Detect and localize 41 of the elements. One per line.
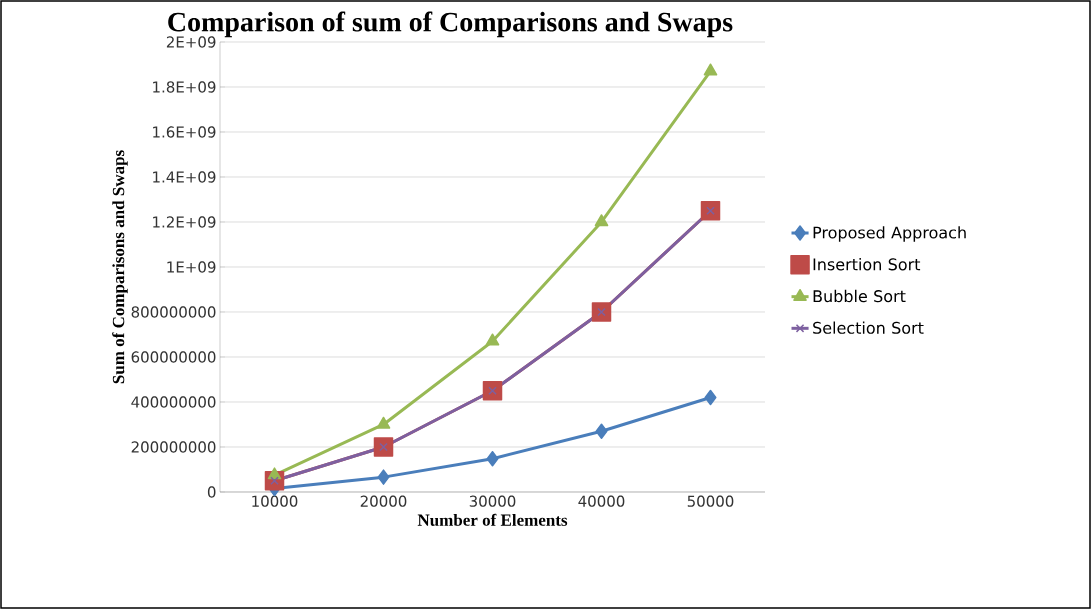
point: [706, 206, 715, 216]
x-tick-label: 10000: [252, 495, 298, 507]
x-axis-title: Number of Elements: [417, 513, 568, 526]
y-tick-label: 1.2E+09: [153, 216, 216, 228]
y-tick-label: 1.8E+09: [153, 81, 216, 93]
point: [488, 386, 497, 396]
x-tick-label: 20000: [360, 495, 407, 507]
point: [270, 476, 279, 486]
point: [267, 467, 282, 480]
point: [703, 63, 718, 76]
y-tick-label: 1E+09: [167, 261, 216, 273]
point: [373, 437, 394, 457]
point: [704, 389, 717, 406]
point: [486, 450, 499, 467]
legend-label: Selection Sort: [813, 321, 924, 334]
y-tick-label: 0: [207, 486, 216, 498]
y-tick-label: 1.4E+09: [153, 171, 216, 183]
point: [597, 307, 606, 317]
y-tick-label: 600000000: [131, 351, 216, 363]
point: [482, 380, 503, 401]
x-tick-label: 50000: [687, 495, 734, 507]
legend-label: Proposed Approach: [813, 226, 966, 242]
point: [594, 214, 609, 227]
legend-label: Bubble Sort: [813, 289, 906, 303]
y-tick-label: 1.6E+09: [153, 126, 216, 138]
point: [700, 200, 721, 221]
chart-title: Comparison of sum of Comparisons and Swaps: [168, 11, 733, 38]
point: [485, 333, 500, 346]
point: [379, 442, 388, 452]
point: [595, 423, 608, 439]
point: [377, 469, 390, 485]
x-tick-label: 40000: [578, 495, 625, 507]
legend-label: Insertion Sort: [813, 258, 921, 271]
y-tick-label: 2E+09: [166, 36, 216, 48]
y-axis-title: Sum of Comparisons and Swaps: [112, 150, 128, 384]
y-tick-label: 800000000: [131, 306, 216, 318]
point: [591, 302, 612, 322]
point: [376, 416, 391, 429]
y-tick-label: 200000000: [131, 441, 216, 453]
y-tick-label: 400000000: [131, 396, 216, 408]
x-tick-label: 30000: [469, 495, 516, 507]
